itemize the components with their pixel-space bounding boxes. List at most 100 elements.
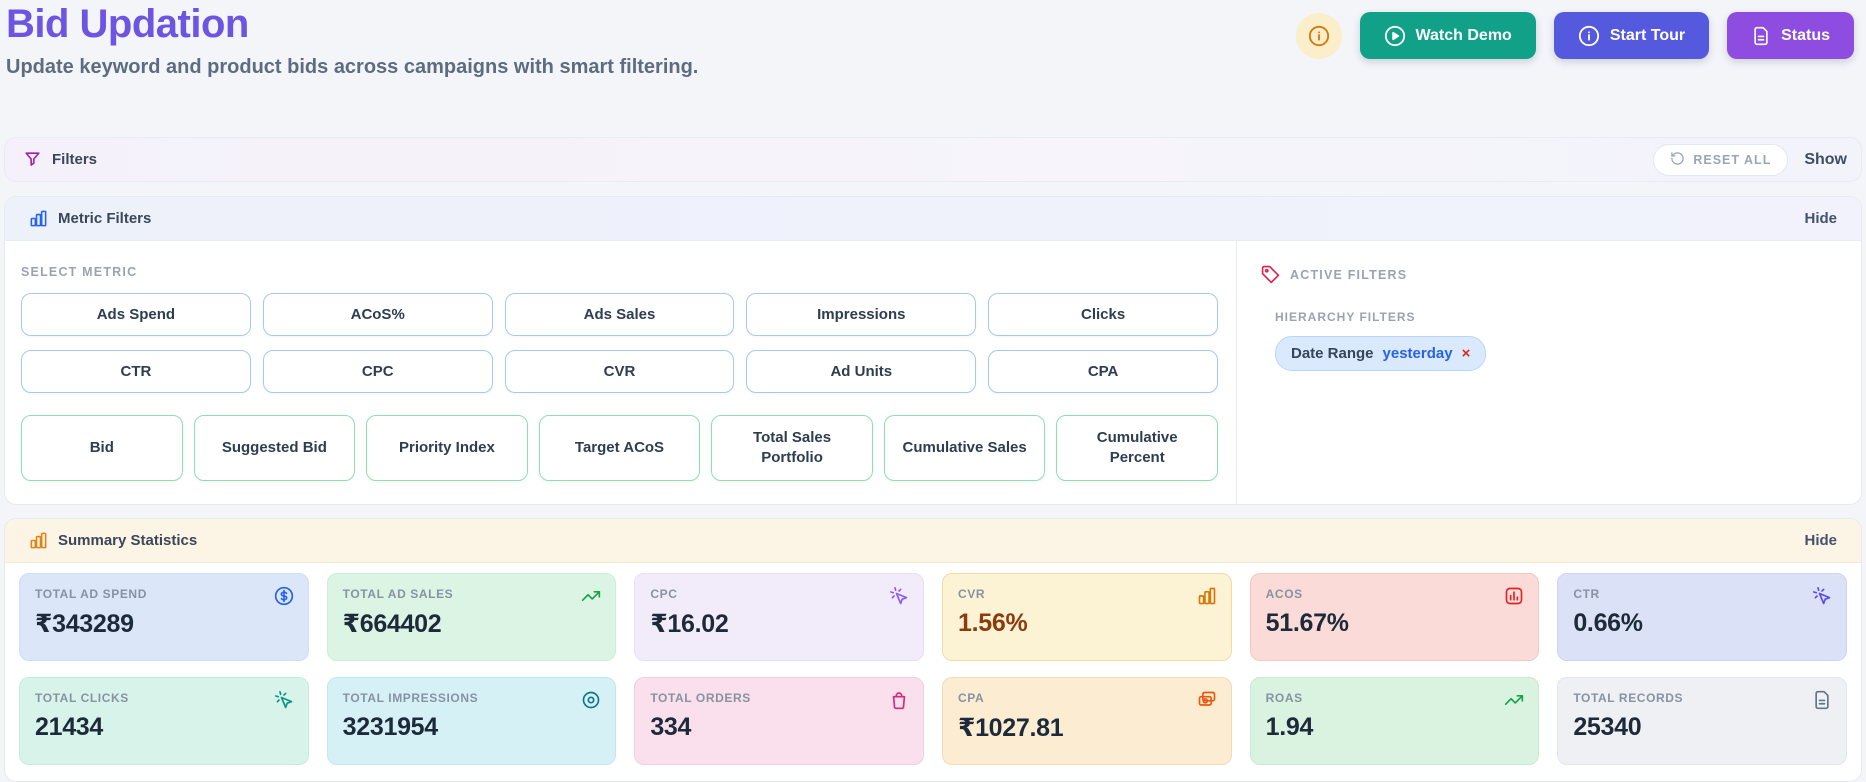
stat-card-total-records: TOTAL RECORDS 25340	[1557, 677, 1847, 765]
summary-statistics-header: Summary Statistics Hide	[5, 519, 1861, 563]
summary-hide-toggle[interactable]: Hide	[1804, 532, 1837, 549]
stat-value: 1.56%	[957, 609, 1028, 637]
stat-card-cpc: CPC ₹16.02	[634, 573, 924, 661]
bar-chart-square-icon	[1504, 586, 1524, 606]
info-icon	[1308, 25, 1330, 47]
stat-label: TOTAL AD SALES	[342, 587, 454, 601]
metric-button-priority-index[interactable]: Priority Index	[366, 415, 528, 481]
stat-cards-grid: TOTAL AD SPEND ₹343289 TOTAL AD SALES ₹6644…	[5, 563, 1861, 781]
page-subtitle: Update keyword and product bids across c…	[6, 56, 699, 78]
green-metric-grid: Bid Suggested Bid Priority Index Target ACo…	[21, 415, 1218, 481]
stat-value: 51.67%	[1265, 609, 1349, 637]
stat-value: 25340	[1573, 713, 1642, 741]
cursor-click-icon	[889, 586, 909, 606]
stat-label: CTR	[1573, 587, 1600, 601]
stat-label: TOTAL AD SPEND	[35, 587, 147, 601]
stat-label: CPC	[650, 587, 678, 601]
page-header: Bid Updation Update keyword and product …	[4, 2, 1862, 86]
file-text-icon	[1812, 690, 1832, 710]
chip-value: yesterday	[1382, 345, 1453, 362]
bar-chart-icon	[29, 209, 48, 228]
stat-label: TOTAL CLICKS	[35, 691, 129, 705]
metric-button-cvr[interactable]: CVR	[504, 350, 735, 393]
stat-card-total-impressions: TOTAL IMPRESSIONS 3231954	[326, 677, 617, 765]
cursor-click-icon	[274, 690, 294, 710]
metric-filters-header: Metric Filters Hide	[5, 197, 1861, 241]
circle-dot-icon	[581, 690, 601, 710]
metric-filters-title: Metric Filters	[58, 210, 152, 227]
watch-demo-label: Watch Demo	[1415, 26, 1512, 44]
trending-up-icon	[1504, 690, 1524, 710]
metric-button-clicks[interactable]: Clicks	[988, 293, 1218, 336]
select-metric-section: SELECT METRIC Ads Spend ACoS% Ads Sales Imp…	[5, 241, 1237, 504]
trending-up-icon	[581, 586, 601, 606]
filter-funnel-icon	[23, 150, 42, 169]
metric-button-ads-sales[interactable]: Ads Sales	[504, 293, 735, 336]
status-button[interactable]: Status	[1727, 12, 1854, 59]
metric-button-suggested-bid[interactable]: Suggested Bid	[193, 415, 356, 481]
info-button[interactable]	[1295, 12, 1342, 59]
stat-card-acos: ACOS 51.67%	[1249, 573, 1540, 661]
reset-all-button[interactable]: RESET ALL	[1653, 143, 1789, 176]
stat-card-cpa: CPA ₹1027.81	[941, 677, 1232, 765]
reset-all-label: RESET ALL	[1693, 152, 1772, 167]
shopping-bag-icon	[889, 690, 909, 710]
metric-button-cpc[interactable]: CPC	[262, 350, 493, 393]
stat-value: ₹343289	[35, 610, 134, 638]
dollar-circle-icon	[274, 586, 294, 606]
cursor-click-icon	[1812, 586, 1832, 606]
remove-filter-icon[interactable]: ×	[1461, 345, 1471, 362]
summary-statistics-panel: Summary Statistics Hide TOTAL AD SPEND ₹3…	[4, 518, 1862, 782]
stat-value: 3231954	[342, 713, 439, 741]
stat-card-ctr: CTR 0.66%	[1557, 573, 1847, 661]
stat-label: TOTAL ORDERS	[650, 691, 751, 705]
metric-button-cpa[interactable]: CPA	[988, 350, 1218, 393]
stat-label: CVR	[957, 587, 986, 601]
watch-demo-button[interactable]: Watch Demo	[1359, 12, 1536, 59]
metric-button-cumulative-sales[interactable]: Cumulative Sales	[883, 415, 1046, 481]
active-filters-title: ACTIVE FILTERS	[1290, 267, 1408, 282]
metric-filters-panel: Metric Filters Hide SELECT METRIC Ads Sp…	[4, 196, 1862, 505]
metric-button-cumulative-percent[interactable]: Cumulative Percent	[1056, 415, 1218, 481]
metric-button-ctr[interactable]: CTR	[21, 350, 251, 393]
filters-title-wrap: Filters	[23, 150, 97, 169]
stat-label: CPA	[957, 691, 985, 705]
stat-card-total-orders: TOTAL ORDERS 334	[634, 677, 924, 765]
chip-label: Date Range	[1291, 345, 1374, 362]
stat-card-cvr: CVR 1.56%	[941, 573, 1232, 661]
stat-label: TOTAL RECORDS	[1573, 691, 1684, 705]
stat-value: 0.66%	[1573, 609, 1643, 637]
header-titles: Bid Updation Update keyword and product …	[6, 2, 698, 79]
filters-bar: Filters RESET ALL Show	[4, 137, 1862, 182]
stat-value: ₹664402	[342, 610, 442, 638]
stat-value: 21434	[35, 713, 104, 741]
metric-filters-body: SELECT METRIC Ads Spend ACoS% Ads Sales Imp…	[5, 241, 1861, 504]
filters-title: Filters	[52, 151, 98, 168]
stat-card-roas: ROAS 1.94	[1249, 677, 1540, 765]
stat-value: ₹1027.81	[957, 714, 1064, 742]
stat-label: ACOS	[1265, 587, 1303, 601]
play-circle-icon	[1384, 25, 1406, 47]
metric-button-bid[interactable]: Bid	[21, 415, 183, 481]
summary-statistics-title: Summary Statistics	[58, 532, 198, 549]
filters-show-toggle[interactable]: Show	[1804, 150, 1847, 168]
stat-card-total-ad-sales: TOTAL AD SALES ₹664402	[326, 573, 617, 661]
bar-chart-icon	[29, 531, 48, 550]
metric-button-ads-spend[interactable]: Ads Spend	[21, 293, 251, 336]
bars-icon	[1197, 586, 1217, 606]
metric-filters-hide-toggle[interactable]: Hide	[1804, 210, 1837, 227]
metric-button-impressions[interactable]: Impressions	[746, 293, 977, 336]
stat-label: ROAS	[1265, 691, 1303, 705]
active-filters-section: ACTIVE FILTERS HIERARCHY FILTERS Date Ra…	[1237, 241, 1861, 504]
date-range-filter-chip[interactable]: Date Range yesterday ×	[1275, 336, 1487, 371]
start-tour-button[interactable]: Start Tour	[1553, 12, 1710, 59]
metric-button-ad-units[interactable]: Ad Units	[746, 350, 977, 393]
metric-button-target-acos[interactable]: Target ACoS	[538, 415, 701, 481]
stat-value: 1.94	[1265, 713, 1314, 741]
metric-button-total-sales-portfolio[interactable]: Total Sales Portfolio	[711, 415, 873, 481]
stat-label: TOTAL IMPRESSIONS	[342, 691, 479, 705]
metric-button-acos[interactable]: ACoS%	[262, 293, 493, 336]
blue-metric-grid: Ads Spend ACoS% Ads Sales Impressions Clicks…	[21, 293, 1218, 393]
status-label: Status	[1781, 26, 1830, 44]
